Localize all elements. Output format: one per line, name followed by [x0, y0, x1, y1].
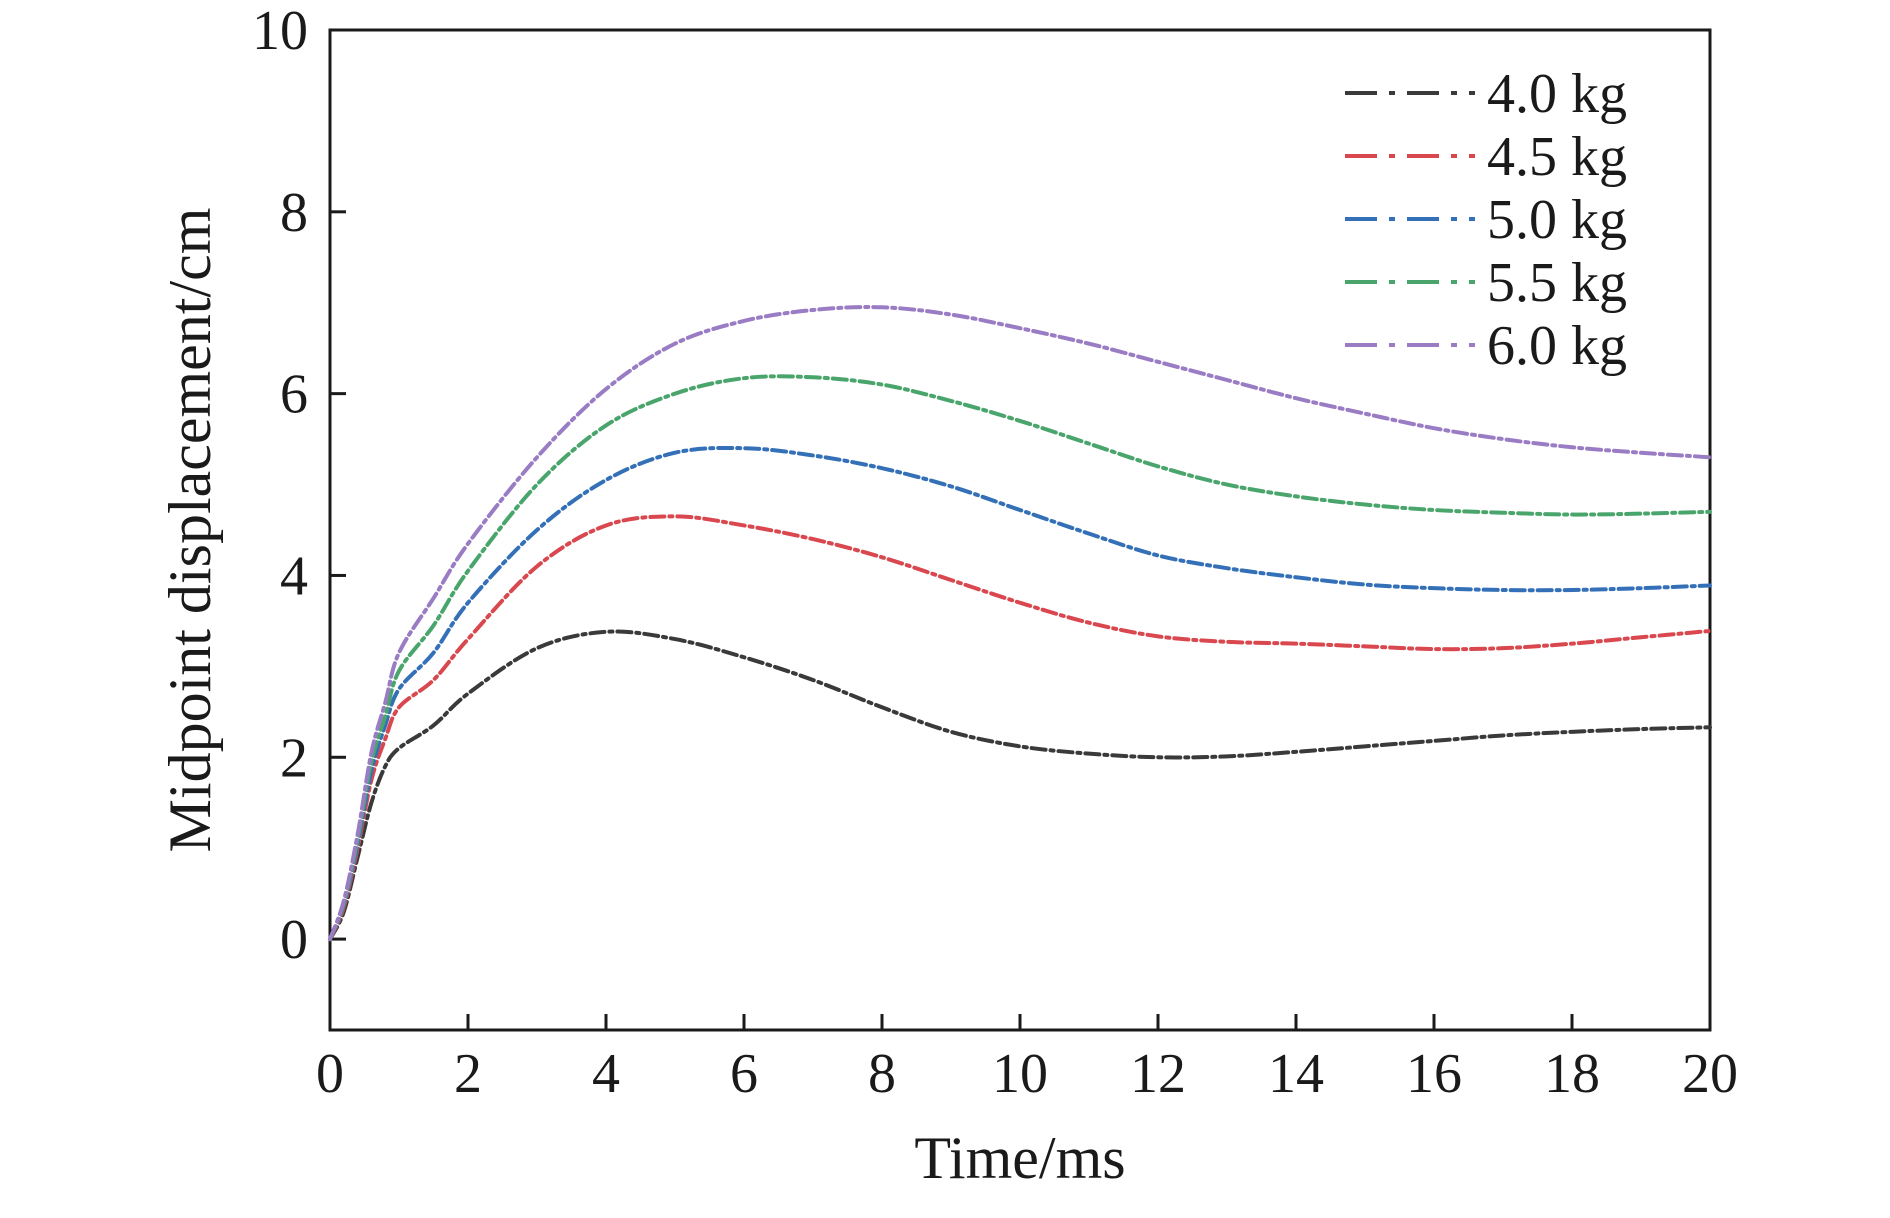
x-tick-label: 16	[1406, 1043, 1462, 1105]
y-tick-label: 2	[280, 727, 308, 789]
x-tick-label: 18	[1544, 1043, 1600, 1105]
x-tick-label: 12	[1130, 1043, 1186, 1105]
series-line-1	[328, 629, 1712, 942]
legend-label-3: 5.0 kg	[1487, 189, 1627, 251]
x-axis-label: Time/ms	[914, 1125, 1125, 1191]
y-axis-ticks: 0 2 4 6 8 10	[252, 0, 346, 971]
series-line-2	[328, 514, 1712, 942]
x-tick-label: 10	[992, 1043, 1048, 1105]
legend-label-2: 4.5 kg	[1487, 126, 1627, 188]
legend-label-5: 6.0 kg	[1487, 315, 1627, 377]
series-line-5	[328, 305, 1712, 942]
series-line-3	[328, 445, 1712, 942]
y-tick-label: 10	[252, 0, 308, 62]
y-tick-label: 6	[280, 364, 308, 426]
x-tick-label: 14	[1268, 1043, 1324, 1105]
legend-label-1: 4.0 kg	[1487, 63, 1627, 125]
y-tick-label: 4	[280, 545, 308, 607]
legend-label-4: 5.5 kg	[1487, 252, 1627, 314]
y-axis-label: Midpoint displacement/cm	[157, 208, 223, 853]
y-tick-label: 0	[280, 909, 308, 971]
series-lines	[328, 305, 1712, 942]
x-axis-ticks: 0 2 4 6 8 10 12 14 16 18 20	[316, 1014, 1738, 1105]
x-tick-label: 6	[730, 1043, 758, 1105]
y-tick-label: 8	[280, 182, 308, 244]
x-tick-label: 20	[1682, 1043, 1738, 1105]
x-tick-label: 0	[316, 1043, 344, 1105]
x-tick-label: 2	[454, 1043, 482, 1105]
legend: 4.0 kg4.5 kg5.0 kg5.5 kg6.0 kg	[1345, 63, 1627, 377]
x-tick-label: 4	[592, 1043, 620, 1105]
x-tick-label: 8	[868, 1043, 896, 1105]
series-line-4	[328, 374, 1712, 942]
